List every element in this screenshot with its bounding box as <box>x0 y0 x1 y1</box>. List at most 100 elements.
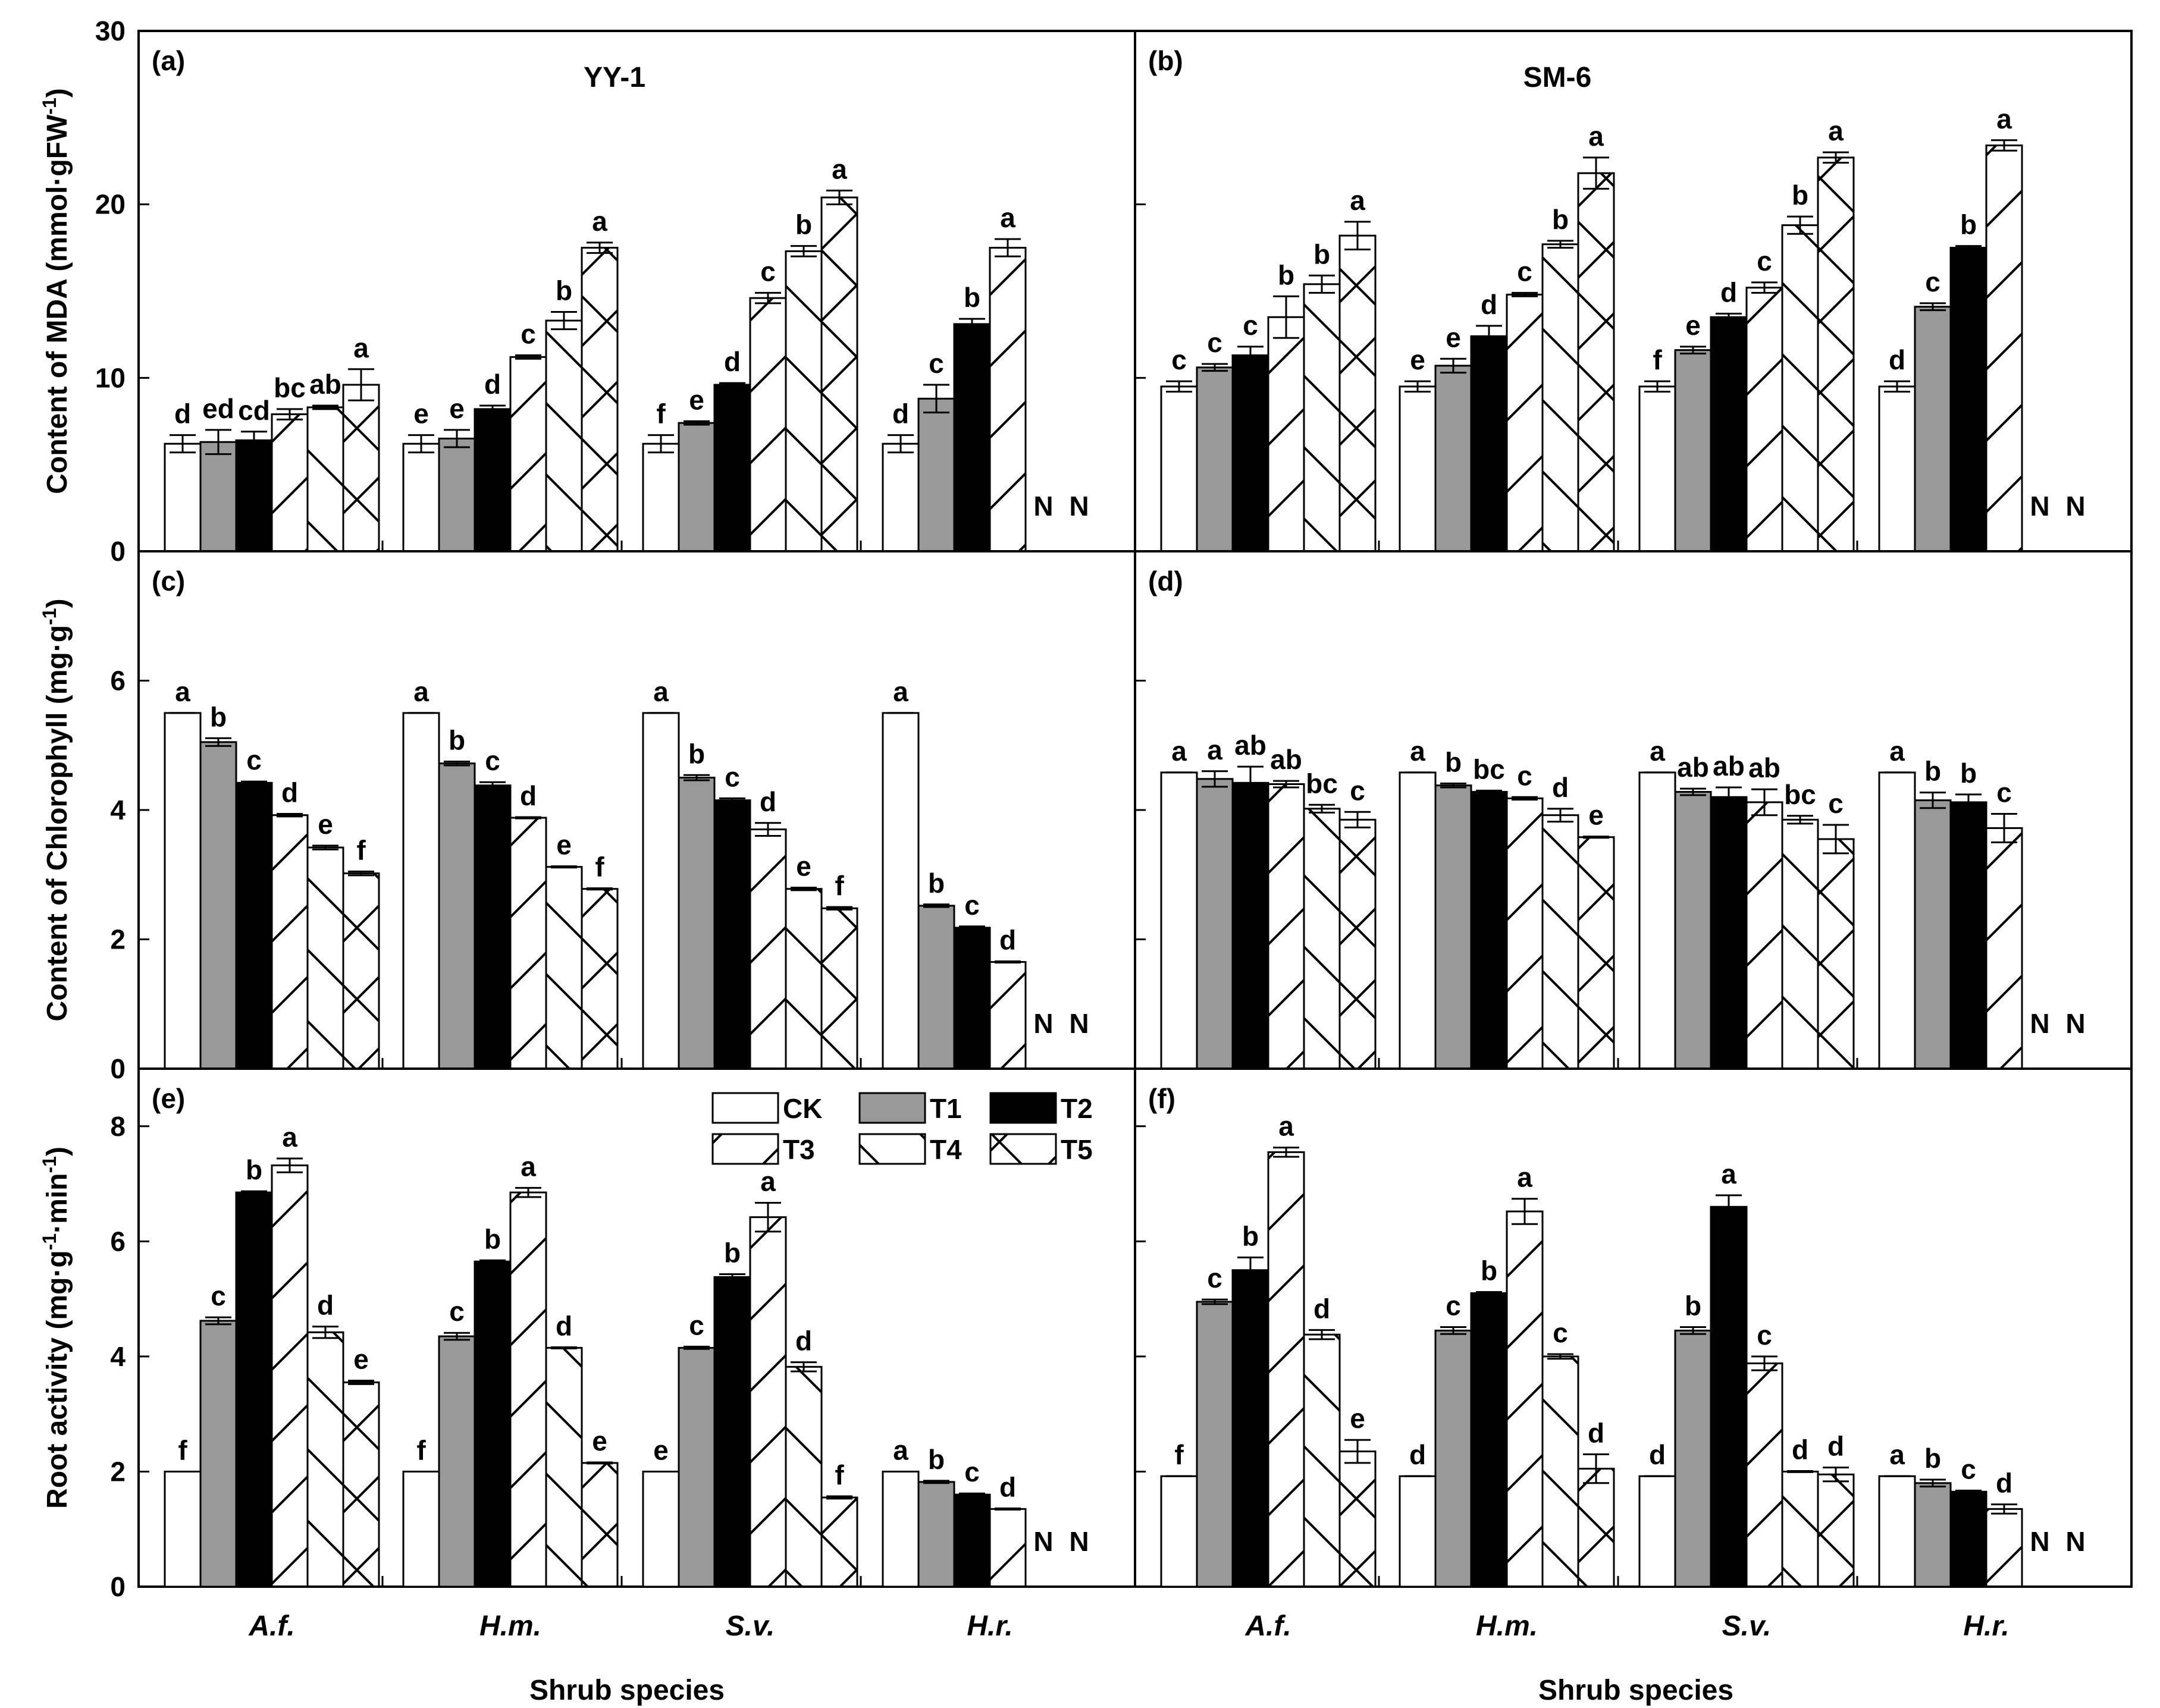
bar-T4 <box>1541 814 1579 1070</box>
bar-T2 <box>474 784 512 1070</box>
significance-letter: d <box>281 777 298 808</box>
significance-letter: a <box>413 676 429 707</box>
legend-item-T2: T2 <box>989 1092 1093 1124</box>
legend-swatch <box>989 1092 1057 1124</box>
bar-T1 <box>199 1320 237 1588</box>
significance-letter: b <box>1278 259 1294 290</box>
bar-CK <box>1878 1475 1916 1588</box>
significance-letter: a <box>521 1151 536 1182</box>
bar-CK <box>1399 1475 1437 1588</box>
category-label: A.f. <box>248 1610 294 1642</box>
bar-T2 <box>953 927 991 1070</box>
bar-T4 <box>306 846 344 1070</box>
legend-label: T1 <box>930 1093 962 1124</box>
significance-letter: d <box>1889 344 1905 375</box>
bar-T5 <box>1577 1468 1615 1588</box>
significance-letter: a <box>1996 103 2012 134</box>
y-tick-label: 2 <box>110 1456 126 1487</box>
not-available-mark: N <box>2065 491 2085 522</box>
y-tick-label: 10 <box>95 362 126 393</box>
bar-T1 <box>199 741 237 1070</box>
panel-label: (d) <box>1148 566 1183 596</box>
plot-frame <box>1134 1068 2133 1588</box>
significance-letter: c <box>929 348 944 379</box>
not-available-mark: N <box>1033 1526 1053 1557</box>
significance-letter: b <box>928 868 945 899</box>
y-tick-label: 0 <box>110 1571 126 1602</box>
significance-letter: b <box>1552 204 1569 235</box>
bar-T4 <box>1541 243 1579 552</box>
significance-letter: e <box>592 1426 607 1456</box>
significance-letter: c <box>725 761 740 792</box>
not-available-mark: N <box>1069 491 1089 522</box>
significance-letter: c <box>1207 1263 1222 1293</box>
legend-swatch <box>989 1133 1057 1165</box>
bar-T2 <box>1470 791 1508 1070</box>
panel-label: (a) <box>152 45 185 76</box>
significance-letter: a <box>175 676 190 707</box>
significance-letter: d <box>724 346 741 377</box>
significance-letter: c <box>1517 256 1532 287</box>
bar-CK <box>402 1470 440 1588</box>
bar-CK <box>1160 385 1198 552</box>
bar-CK <box>882 442 920 552</box>
bar-T2 <box>953 323 991 552</box>
significance-letter: cd <box>238 395 270 426</box>
significance-letter: c <box>485 745 500 776</box>
significance-letter: a <box>282 1122 297 1153</box>
y-tick-label: 8 <box>110 1111 126 1142</box>
significance-letter: f <box>656 398 666 429</box>
bar-T1 <box>1914 1482 1952 1588</box>
bar-T4 <box>785 250 823 552</box>
panel-label: (f) <box>1148 1083 1175 1114</box>
bar-T2 <box>1231 354 1269 552</box>
panel-a: 0 10 20 30 (a) YY-1 Content of MDA (mmol·gFW-1… <box>39 15 1136 567</box>
category-label: H.m. <box>1476 1610 1538 1642</box>
significance-letter: ed <box>202 393 234 424</box>
bar-T2 <box>1231 781 1269 1070</box>
significance-letter: ab <box>1270 744 1302 775</box>
bar-T3 <box>271 814 309 1070</box>
significance-letter: a <box>653 676 669 707</box>
bar-CK <box>1638 385 1676 552</box>
bar-T2 <box>474 408 512 552</box>
significance-letter: b <box>556 275 572 306</box>
bar-T1 <box>438 437 476 552</box>
legend-item-T3: T3 <box>711 1133 815 1165</box>
significance-letter: b <box>1242 1220 1259 1251</box>
not-available-mark: N <box>1033 491 1053 522</box>
significance-letter: d <box>1996 1468 2012 1499</box>
significance-letter: c <box>964 890 980 921</box>
significance-letter: c <box>1171 344 1187 375</box>
bar-CK <box>1638 771 1676 1070</box>
y-tick-label: 20 <box>95 189 126 220</box>
significance-letter: c <box>1757 246 1772 277</box>
bar-T5 <box>1338 1450 1377 1588</box>
bar-T1 <box>678 422 716 552</box>
bar-T5 <box>1817 1473 1855 1588</box>
significance-letter: a <box>760 1166 776 1197</box>
legend-label: CK <box>783 1093 822 1124</box>
bar-T1 <box>1434 784 1472 1070</box>
panel-label: (c) <box>152 566 185 596</box>
significance-letter: bc <box>1784 779 1816 810</box>
bar-CK <box>1878 771 1916 1070</box>
bar-T5 <box>581 247 619 552</box>
y-tick-label: 4 <box>110 795 126 825</box>
not-available-mark: N <box>2030 1008 2049 1039</box>
bar-T1 <box>1434 365 1472 552</box>
significance-letter: d <box>760 786 776 817</box>
legend-swatch <box>711 1092 779 1124</box>
significance-letter: d <box>174 398 191 429</box>
significance-letter: e <box>556 830 572 861</box>
bar-T4 <box>1781 1470 1819 1588</box>
bar-T5 <box>1338 234 1377 552</box>
significance-letter: d <box>520 780 537 811</box>
significance-letter: bc <box>274 372 306 403</box>
bar-T3 <box>1985 827 2023 1070</box>
